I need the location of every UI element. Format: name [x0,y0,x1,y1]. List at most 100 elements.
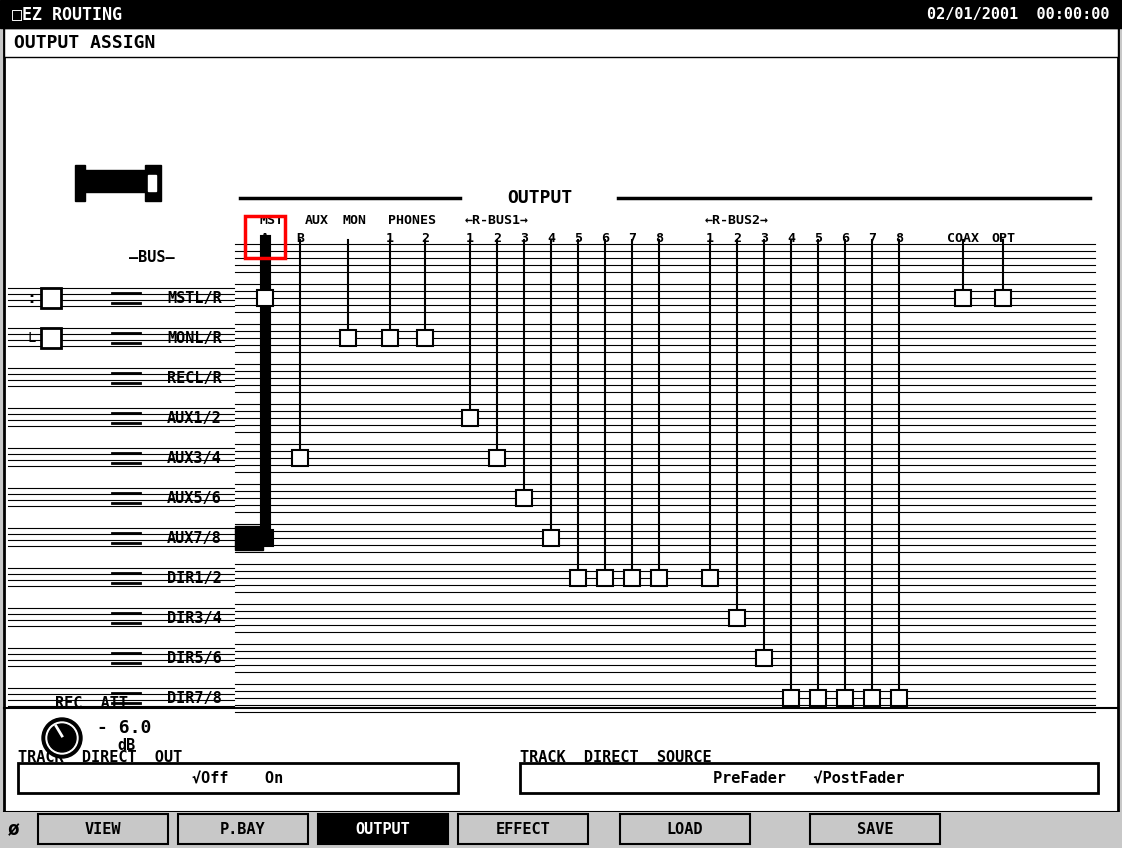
Bar [318,814,448,844]
Text: 5: 5 [813,232,822,244]
Text: REC  ATT: REC ATT [55,695,128,711]
Text: 2: 2 [733,232,741,244]
Text: SAVE: SAVE [857,823,893,838]
Bar [148,175,156,191]
Bar [257,290,273,306]
Text: MON: MON [343,214,367,226]
Text: P.BAY: P.BAY [220,823,266,838]
Text: A: A [261,232,269,244]
Text: EFFECT: EFFECT [496,823,551,838]
Text: 7: 7 [868,232,876,244]
Text: COAX: COAX [947,232,980,244]
Text: MSTL/R: MSTL/R [167,291,222,305]
Bar [42,288,61,308]
Text: AUX7/8: AUX7/8 [167,531,222,545]
Text: 1: 1 [706,232,714,244]
Bar [702,570,718,586]
Text: √Off    On: √Off On [192,771,284,785]
Text: B: B [296,232,304,244]
Bar [543,530,559,546]
Text: DIR5/6: DIR5/6 [167,650,222,666]
Text: 3: 3 [519,232,528,244]
Bar [624,570,640,586]
Text: 4: 4 [787,232,795,244]
Bar [80,180,145,186]
Text: DIR3/4: DIR3/4 [167,611,222,626]
Text: AUX: AUX [305,214,329,226]
Bar [292,450,309,466]
Text: 02/01/2001  00:00:00: 02/01/2001 00:00:00 [928,7,1110,21]
Text: 6: 6 [842,232,849,244]
Text: 1: 1 [386,232,394,244]
Text: TRACK  DIRECT  OUT: TRACK DIRECT OUT [18,750,182,766]
Bar [519,763,1098,793]
Text: - 6.0: - 6.0 [96,719,151,737]
Text: 6: 6 [601,232,609,244]
Bar [756,650,772,666]
Bar [42,328,61,348]
Bar [381,330,398,346]
Bar [257,530,273,546]
Text: dB: dB [117,739,136,754]
Text: DIR7/8: DIR7/8 [167,690,222,706]
Bar [570,570,586,586]
Bar [75,165,85,201]
Bar [0,812,1122,846]
Text: PreFader   √PostFader: PreFader √PostFader [714,771,904,785]
Text: ø: ø [8,821,20,840]
Text: DIR1/2: DIR1/2 [167,571,222,585]
Bar [80,170,145,180]
Text: OUTPUT ASSIGN: OUTPUT ASSIGN [13,34,155,52]
Text: AUX5/6: AUX5/6 [167,490,222,505]
Text: —BUS—: —BUS— [129,250,175,265]
Text: AUX3/4: AUX3/4 [167,450,222,466]
Bar [458,814,588,844]
Text: OUTPUT: OUTPUT [507,189,572,207]
Bar [145,165,160,201]
Text: MONL/R: MONL/R [167,331,222,345]
Bar [0,0,1122,28]
Bar [18,763,458,793]
Bar [837,690,853,706]
Bar [38,814,168,844]
Circle shape [46,722,79,754]
Bar [891,690,907,706]
Bar [810,690,826,706]
Text: 3: 3 [760,232,767,244]
Text: 5: 5 [574,232,582,244]
Bar [80,186,145,192]
Bar [597,570,613,586]
Bar [810,814,940,844]
Text: 8: 8 [655,232,663,244]
Text: □EZ ROUTING: □EZ ROUTING [12,5,122,23]
Text: RECL/R: RECL/R [167,371,222,386]
Text: MST: MST [260,214,284,226]
Text: ←R-BUS2→: ←R-BUS2→ [705,214,769,226]
Bar [4,28,1118,57]
Bar [417,330,433,346]
Bar [651,570,666,586]
Text: ←R-BUS1→: ←R-BUS1→ [465,214,528,226]
Text: LOAD: LOAD [666,823,703,838]
Text: 7: 7 [628,232,636,244]
Text: PHONES: PHONES [388,214,436,226]
Circle shape [42,718,82,758]
Text: AUX1/2: AUX1/2 [167,410,222,426]
Bar [516,490,532,506]
Bar [995,290,1011,306]
Bar [620,814,749,844]
Text: OUTPUT: OUTPUT [356,823,411,838]
Bar [783,690,799,706]
Bar [729,610,745,626]
Bar [178,814,309,844]
Bar [489,450,505,466]
Bar [234,526,263,550]
Circle shape [48,724,76,752]
Text: 8: 8 [895,232,903,244]
Bar [340,330,356,346]
Text: 1: 1 [466,232,473,244]
Text: OPT: OPT [991,232,1015,244]
Text: TRACK  DIRECT  SOURCE: TRACK DIRECT SOURCE [519,750,711,766]
Bar [864,690,880,706]
Text: 2: 2 [421,232,429,244]
